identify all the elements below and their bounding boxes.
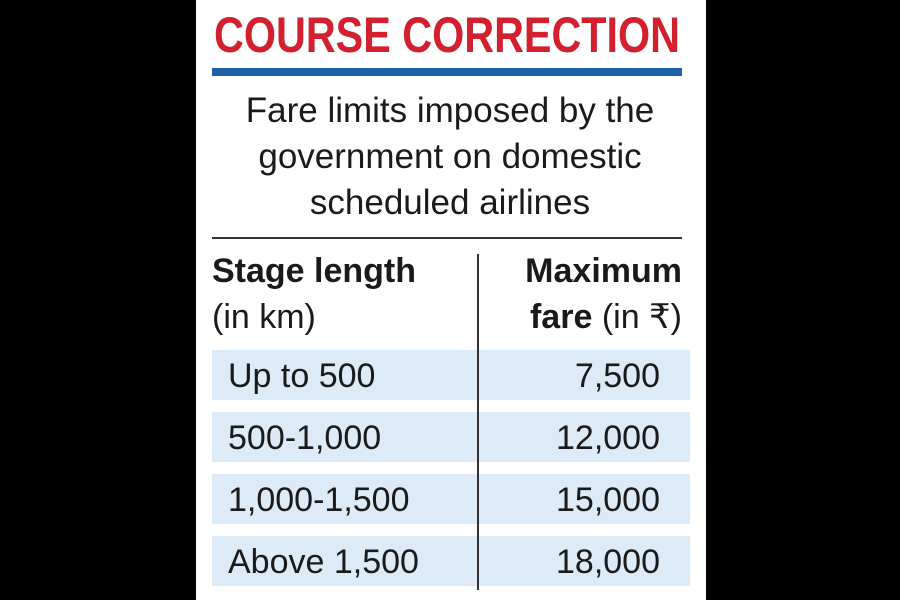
column-header: Maximum xyxy=(525,252,682,290)
column-header: Stage length xyxy=(212,252,416,290)
cell: 12,000 xyxy=(556,419,660,457)
cell: 15,000 xyxy=(556,481,660,519)
subtitle-line: government on domestic xyxy=(258,137,641,176)
row-band xyxy=(212,536,690,586)
title: COURSE CORRECTION xyxy=(214,7,680,63)
cell: 7,500 xyxy=(575,357,660,395)
subtitle-line: Fare limits imposed by the xyxy=(246,91,654,130)
title-rule xyxy=(212,68,682,76)
cell: 18,000 xyxy=(556,543,660,581)
subtitle-rule xyxy=(212,237,682,239)
column-header: fare (in ₹) xyxy=(530,298,682,336)
row-band xyxy=(212,350,690,400)
cell: Up to 500 xyxy=(228,357,375,395)
subtitle-line: scheduled airlines xyxy=(310,183,590,222)
cell: 500-1,000 xyxy=(228,419,381,457)
column-divider xyxy=(477,254,479,590)
column-unit: (in ₹) xyxy=(602,298,682,336)
column-unit: (in km) xyxy=(212,298,316,336)
cell: Above 1,500 xyxy=(228,543,419,581)
column-header-bold: fare xyxy=(530,298,592,336)
table-body: Up to 500 7,500 500-1,000 12,000 1,000-1,500… xyxy=(212,350,690,586)
row-band xyxy=(212,412,690,462)
cell: 1,000-1,500 xyxy=(228,481,410,519)
row-band xyxy=(212,474,690,524)
